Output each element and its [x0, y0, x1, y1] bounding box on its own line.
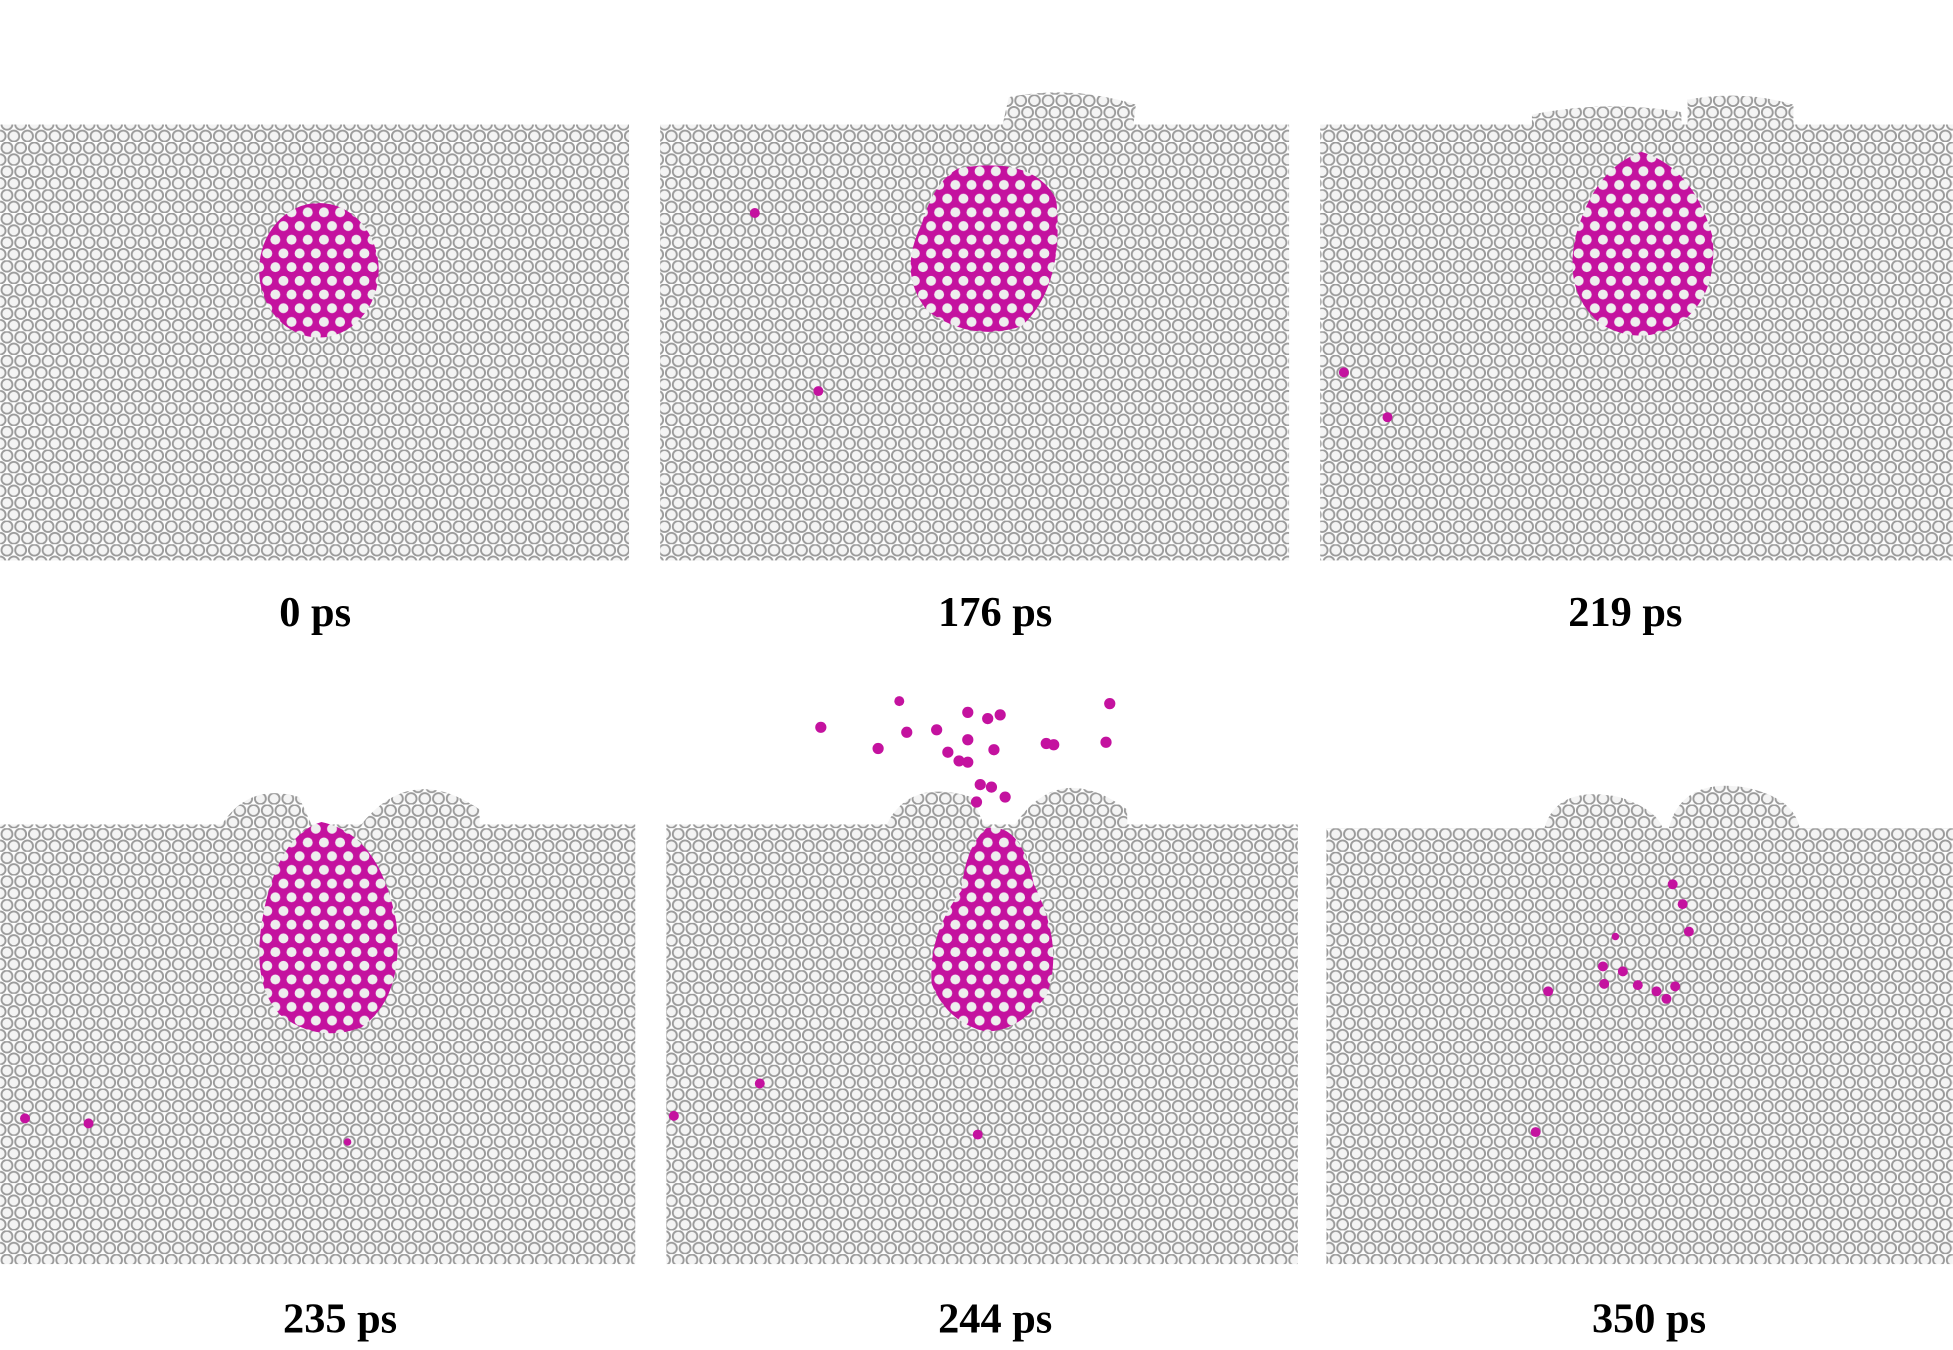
surface-bump	[1668, 785, 1800, 829]
surface-bump	[1002, 92, 1136, 125]
atom	[20, 1113, 31, 1124]
lattice	[0, 124, 630, 561]
dispersed-atoms	[1530, 879, 1694, 1138]
atom	[1382, 412, 1393, 423]
surface-bump	[886, 791, 984, 825]
cluster	[1572, 151, 1714, 336]
surface-bump	[1015, 787, 1128, 825]
panel: 176 ps	[660, 92, 1290, 636]
panel-label: 219 ps	[1568, 589, 1682, 636]
atom	[1338, 367, 1349, 378]
panel-label: 0 ps	[279, 589, 351, 636]
surface-bump	[1687, 95, 1794, 125]
surface-bump	[221, 793, 312, 825]
panel-label: 176 ps	[938, 589, 1052, 636]
panel: 235 ps	[0, 789, 636, 1342]
panel-label: 235 ps	[283, 1295, 397, 1342]
atom	[813, 386, 824, 397]
lattice	[1326, 828, 1953, 1265]
panel-label: 350 ps	[1592, 1295, 1706, 1342]
panel: 0 ps	[0, 124, 630, 636]
atom	[749, 207, 760, 218]
panel: 244 ps	[666, 696, 1298, 1342]
cluster	[259, 821, 398, 1034]
panel: 350 ps	[1326, 785, 1953, 1342]
atom	[343, 1138, 352, 1146]
cluster	[259, 202, 379, 338]
panel: 219 ps	[1320, 95, 1953, 636]
cluster	[931, 827, 1054, 1032]
ejected-atoms	[668, 696, 1116, 1140]
surface-bump	[361, 789, 480, 825]
panel-label: 244 ps	[938, 1295, 1052, 1342]
atom	[83, 1118, 94, 1129]
surface-bump	[1544, 794, 1663, 829]
cluster	[910, 165, 1058, 332]
surface-bump	[1531, 106, 1682, 125]
